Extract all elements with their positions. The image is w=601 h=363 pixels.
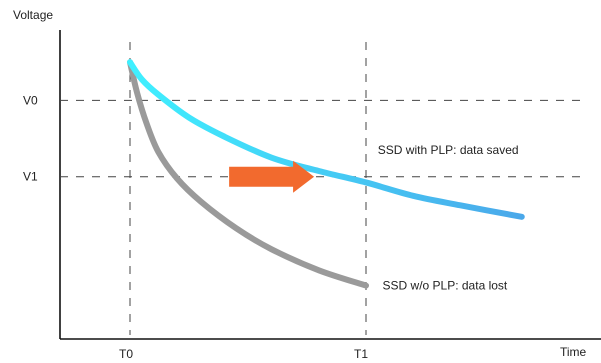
t0-tick-label: T0 [119,347,133,361]
v1-tick-label: V1 [23,170,38,184]
ssd-without-plp-line [127,59,369,289]
ssd-with-plp-line [127,59,525,220]
ssd-with-plp-label: SSD with PLP: data saved [378,143,519,157]
y-axis-title: Voltage [13,8,53,22]
right-arrow-icon [229,160,315,193]
v0-tick-label: V0 [23,93,38,107]
t1-tick-label: T1 [354,347,368,361]
x-axis-title: Time [560,345,587,359]
ssd-without-plp-label: SSD w/o PLP: data lost [383,278,508,292]
